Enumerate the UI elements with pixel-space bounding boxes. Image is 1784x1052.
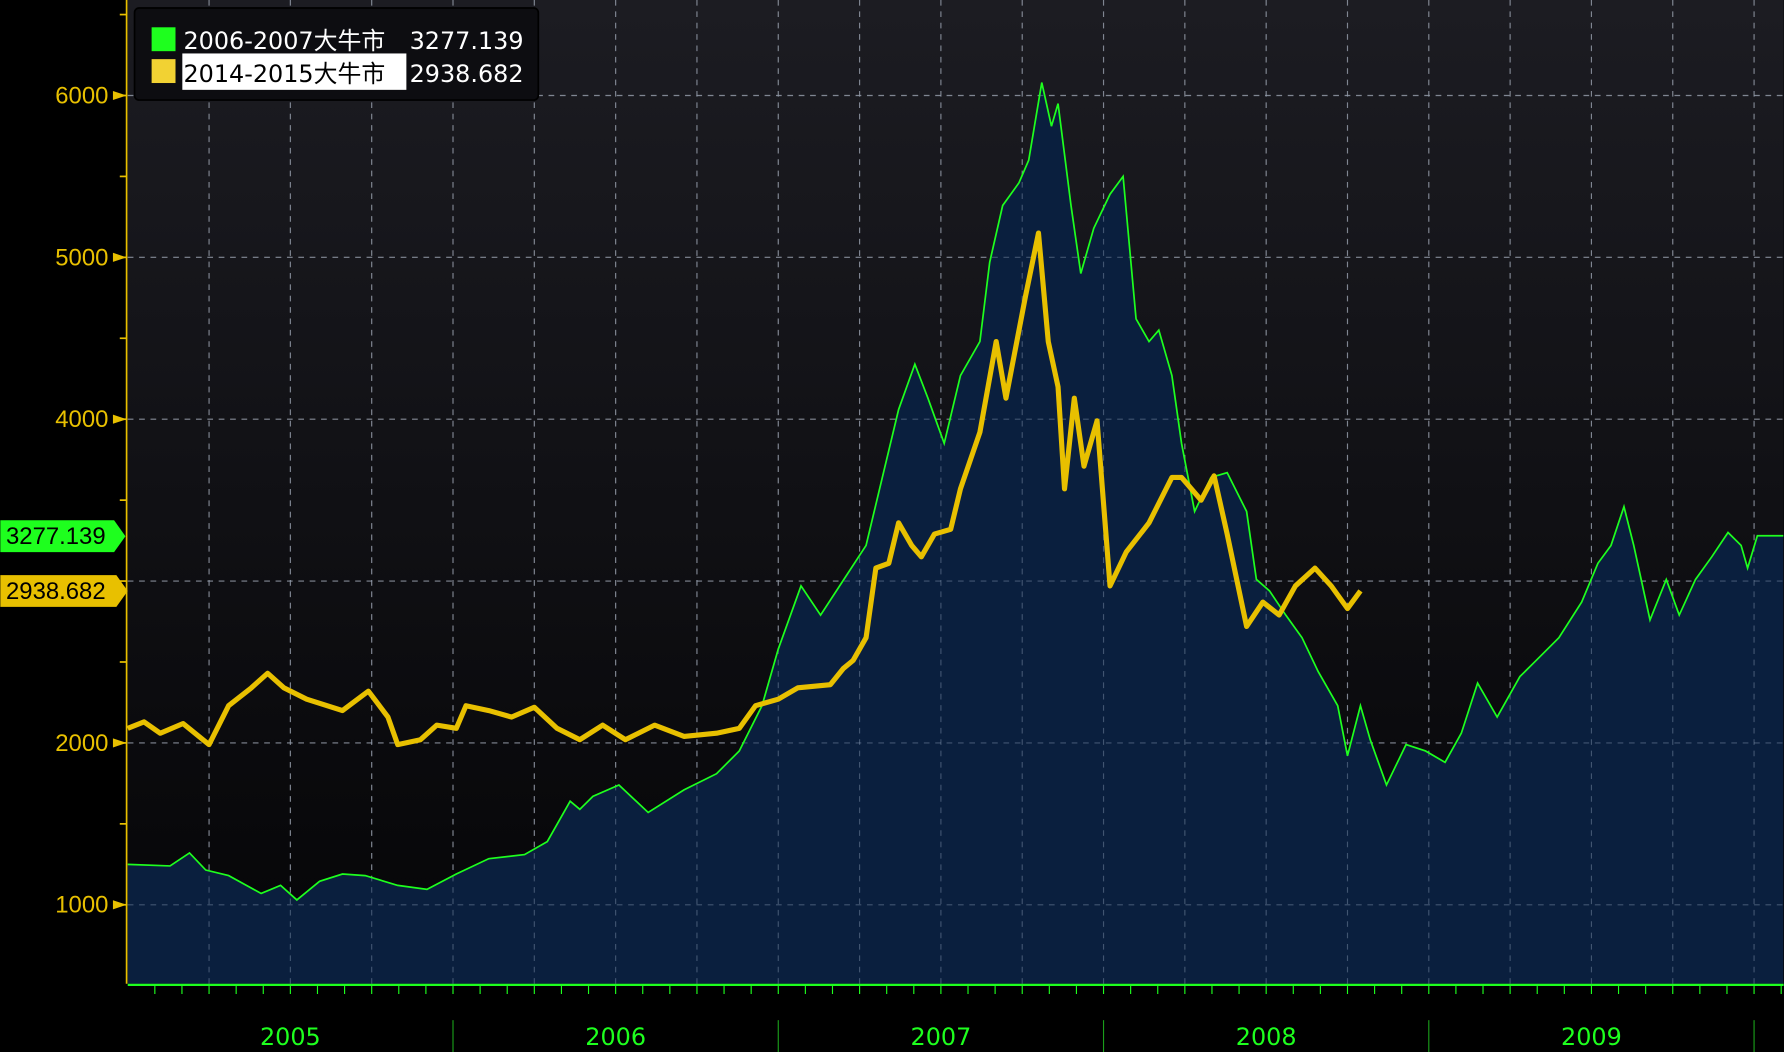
legend-swatch-series-2 [151, 59, 176, 84]
x-tick-label: 2006 [585, 1023, 646, 1051]
y-tick-label: 4000 [55, 406, 108, 433]
series-2-value-tag: 2938.682 [0, 575, 128, 607]
gridlines-overlay [127, 0, 1784, 984]
legend: 2006-2007大牛市 3277.139 2014-2015大牛市 2938.… [133, 7, 540, 101]
y-tick-marker [112, 90, 127, 101]
x-tick-label: 2005 [260, 1023, 321, 1051]
series-1-area [127, 82, 1784, 984]
y-tick-marker [112, 414, 127, 424]
series-2-value-tag-label: 2938.682 [6, 578, 106, 605]
legend-highlight [182, 53, 407, 90]
x-axis: 2005 2006 2007 2008 2009 [154, 986, 1782, 1052]
legend-label-series-2: 2014-2015大牛市 [183, 60, 385, 88]
y-tick-label: 5000 [55, 244, 108, 271]
y-tick-marker [112, 738, 127, 748]
y-axis: 1000 2000 4000 5000 6000 [55, 13, 127, 919]
x-tick-label: 2007 [911, 1023, 972, 1051]
series-1-value-tag: 3277.139 [0, 520, 126, 553]
legend-label-series-1: 2006-2007大牛市 [183, 27, 385, 55]
x-tick-label: 2009 [1561, 1023, 1622, 1051]
series-1-line [127, 82, 1784, 902]
x-tick-label: 2008 [1236, 1023, 1297, 1051]
legend-value-series-2: 2938.682 [410, 60, 524, 88]
series-2-line [126, 230, 1363, 748]
legend-swatch-series-1 [151, 27, 176, 52]
y-tick-label: 1000 [55, 892, 108, 919]
y-tick-label: 6000 [55, 82, 108, 109]
series-1-value-tag-label: 3277.139 [6, 523, 106, 550]
y-tick-marker [112, 900, 127, 910]
legend-value-series-1: 3277.139 [410, 27, 524, 55]
y-tick-marker [112, 252, 127, 262]
y-tick-label: 2000 [55, 730, 108, 757]
